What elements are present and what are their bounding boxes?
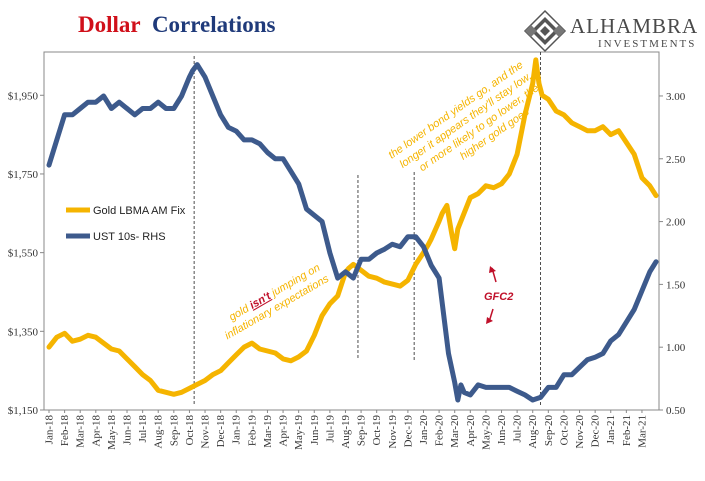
right-tick-label: 2.50: [666, 154, 686, 166]
series-line-gold: [46, 57, 659, 397]
x-tick-label: Jul-20: [512, 415, 524, 443]
x-tick-label: Feb-21: [621, 415, 633, 446]
series-layer: [46, 57, 659, 403]
plot-frame: [43, 51, 660, 411]
arrow-down-icon: [486, 308, 494, 324]
annotation-gfc2-label: GFC2: [484, 291, 513, 303]
x-tick-label: Mar-18: [75, 415, 87, 448]
x-tick-label: May-20: [480, 415, 492, 450]
x-tick-label: Apr-19: [278, 415, 290, 447]
left-tick-label: $1,150: [8, 405, 39, 417]
left-tick-label: $1,950: [8, 90, 39, 102]
left-tick-label: $1,750: [8, 169, 39, 181]
x-tick-label: Mar-21: [636, 415, 648, 448]
title-part-dollar: Dollar: [78, 12, 140, 37]
right-tick-label: 1.50: [666, 279, 686, 291]
x-tick-label: Feb-19: [246, 415, 258, 447]
x-tick-label: Nov-20: [574, 415, 586, 449]
x-tick-label: Dec-19: [402, 415, 414, 448]
x-tick-label: Aug-20: [527, 415, 539, 449]
x-tick-label: Mar-19: [262, 415, 274, 448]
x-tick-label: Feb-18: [59, 415, 71, 447]
alhambra-logo: ALHAMBRA INVESTMENTS: [523, 9, 698, 53]
x-tick-label: Aug-18: [153, 415, 165, 449]
right-tick-label: 1.00: [666, 342, 686, 354]
alhambra-logo-mark-icon: [523, 9, 567, 53]
right-tick-label: 2.00: [666, 217, 686, 229]
x-tick-label: Jan-20: [418, 415, 430, 445]
x-tick-label: Jul-19: [324, 415, 336, 443]
x-tick-label: Oct-18: [184, 415, 196, 446]
x-tick-label: Sep-18: [168, 415, 180, 447]
x-tick-label: Jan-19: [231, 415, 243, 445]
chart-title: Dollar Correlations: [78, 12, 275, 37]
x-tick-label: Dec-18: [215, 415, 227, 448]
x-tick-label: Jun-19: [309, 415, 321, 445]
x-tick-label: Nov-19: [387, 415, 399, 449]
x-tick-label: Jan-21: [605, 415, 617, 444]
x-tick-label: Oct-20: [558, 415, 570, 446]
x-tick-label: May-19: [293, 415, 305, 450]
x-tick-label: Jul-18: [137, 415, 149, 443]
x-tick-label: Jun-20: [496, 415, 508, 445]
left-tick-label: $1,550: [8, 248, 39, 260]
title-part-correlations: Correlations: [152, 12, 276, 37]
x-axis-ticks: Jan-18 Feb-18 Mar-18 Apr-18 May-18 Jun-18 Jul-…: [44, 410, 648, 450]
left-tick-label: $1,350: [8, 326, 39, 338]
right-tick-label: 0.50: [666, 405, 686, 417]
logo-name: ALHAMBRA: [570, 14, 698, 38]
annotation-bond-yields: the lower bond yields go, and the longer…: [386, 59, 541, 174]
legend-label-ust10: UST 10s- RHS: [93, 231, 166, 243]
x-tick-label: Aug-19: [340, 415, 352, 449]
arrow-up-icon: [489, 266, 497, 283]
legend-label-gold: Gold LBMA AM Fix: [93, 205, 186, 217]
x-tick-label: Nov-18: [200, 415, 212, 449]
x-tick-label: Jan-18: [44, 415, 56, 445]
logo-subtitle: INVESTMENTS: [598, 38, 696, 50]
x-tick-label: Oct-19: [371, 415, 383, 446]
right-axis-ticks: 0.50 1.00 1.50 2.00 2.50 3.00: [659, 91, 686, 417]
x-tick-label: Mar-20: [449, 415, 461, 448]
x-tick-label: Feb-20: [434, 415, 446, 447]
x-tick-label: May-18: [106, 415, 118, 450]
x-tick-label: Sep-19: [356, 415, 368, 447]
x-tick-label: Apr-18: [90, 415, 102, 447]
x-tick-label: Apr-20: [465, 415, 477, 447]
x-tick-label: Dec-20: [590, 415, 602, 448]
annotation-gfc2: GFC2: [484, 266, 513, 324]
left-axis-ticks: $1,150 $1,350 $1,550 $1,750 $1,950: [8, 90, 44, 417]
x-tick-label: Sep-20: [543, 415, 555, 447]
series-line-ust10: [46, 62, 659, 403]
x-tick-label: Jun-18: [122, 415, 134, 445]
right-tick-label: 3.00: [666, 91, 686, 103]
legend: Gold LBMA AM Fix UST 10s- RHS: [66, 205, 186, 243]
